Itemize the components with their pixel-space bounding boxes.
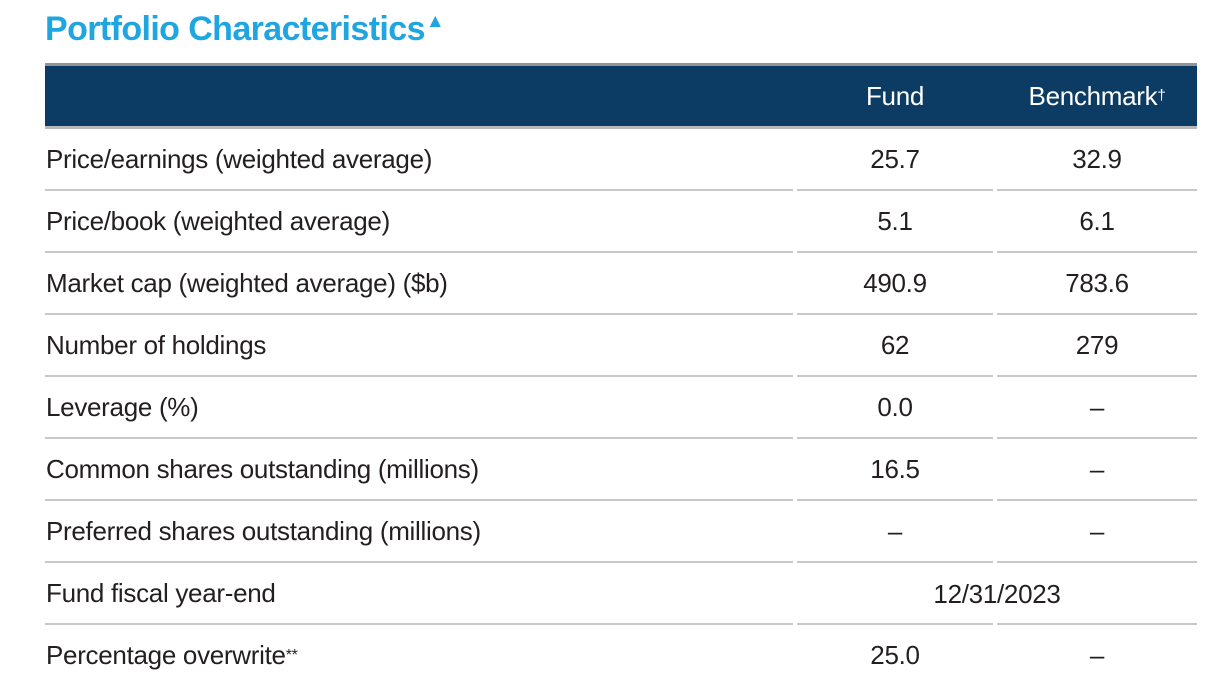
column-header-benchmark-text: Benchmark (1028, 80, 1158, 111)
fund-value: 0.0 (797, 377, 993, 439)
row-label: Price/earnings (weighted average) (45, 129, 793, 191)
table-row-fiscal-year-end: Fund fiscal year-end 12/31/2023 (45, 563, 1197, 625)
benchmark-value: 6.1 (997, 191, 1197, 253)
row-label: Fund fiscal year-end (45, 563, 793, 625)
row-label-text: Percentage overwrite (46, 639, 286, 670)
table-row-preferred-shares: Preferred shares outstanding (millions) … (45, 501, 1197, 563)
section-title: Portfolio Characteristics▲ (45, 10, 1221, 54)
column-header-benchmark: Benchmark † (1028, 80, 1166, 111)
portfolio-characteristics-table: Fund Benchmark † Price/earnings (weighted… (45, 63, 1197, 676)
table-row-common-shares: Common shares outstanding (millions) 16.… (45, 439, 1197, 501)
row-label: Number of holdings (45, 315, 793, 377)
benchmark-value: – (997, 501, 1197, 563)
row-label: Common shares outstanding (millions) (45, 439, 793, 501)
benchmark-value: – (997, 439, 1197, 501)
table-header-row: Fund Benchmark † (45, 63, 1197, 129)
table-row-price-book: Price/book (weighted average) 5.1 6.1 (45, 191, 1197, 253)
benchmark-value: 32.9 (997, 129, 1197, 191)
fund-value: 25.7 (797, 129, 993, 191)
column-header-fund: Fund (865, 80, 925, 111)
row-label: Price/book (weighted average) (45, 191, 793, 253)
fund-value: 490.9 (797, 253, 993, 315)
column-header-blank (45, 66, 793, 126)
benchmark-value: – (997, 377, 1197, 439)
fund-value: 25.0 (797, 625, 993, 676)
table-row-price-earnings: Price/earnings (weighted average) 25.7 3… (45, 129, 1197, 191)
benchmark-value: 279 (997, 315, 1197, 377)
row-label: Market cap (weighted average) ($b) (45, 253, 793, 315)
footnote-triangle-icon: ▲ (425, 11, 445, 32)
fund-value: 62 (797, 315, 993, 377)
row-label: Percentage overwrite ** (45, 625, 793, 676)
benchmark-value: – (997, 625, 1197, 676)
fund-value: 5.1 (797, 191, 993, 253)
fund-value: – (797, 501, 993, 563)
merged-value: 12/31/2023 (797, 563, 1197, 625)
table-row-market-cap: Market cap (weighted average) ($b) 490.9… (45, 253, 1197, 315)
table-row-percentage-overwrite: Percentage overwrite ** 25.0 – (45, 625, 1197, 676)
benchmark-value: 783.6 (997, 253, 1197, 315)
table-row-number-of-holdings: Number of holdings 62 279 (45, 315, 1197, 377)
row-label: Preferred shares outstanding (millions) (45, 501, 793, 563)
section-title-text: Portfolio Characteristics (45, 10, 425, 48)
table-row-leverage: Leverage (%) 0.0 – (45, 377, 1197, 439)
fund-value: 16.5 (797, 439, 993, 501)
row-label: Leverage (%) (45, 377, 793, 439)
